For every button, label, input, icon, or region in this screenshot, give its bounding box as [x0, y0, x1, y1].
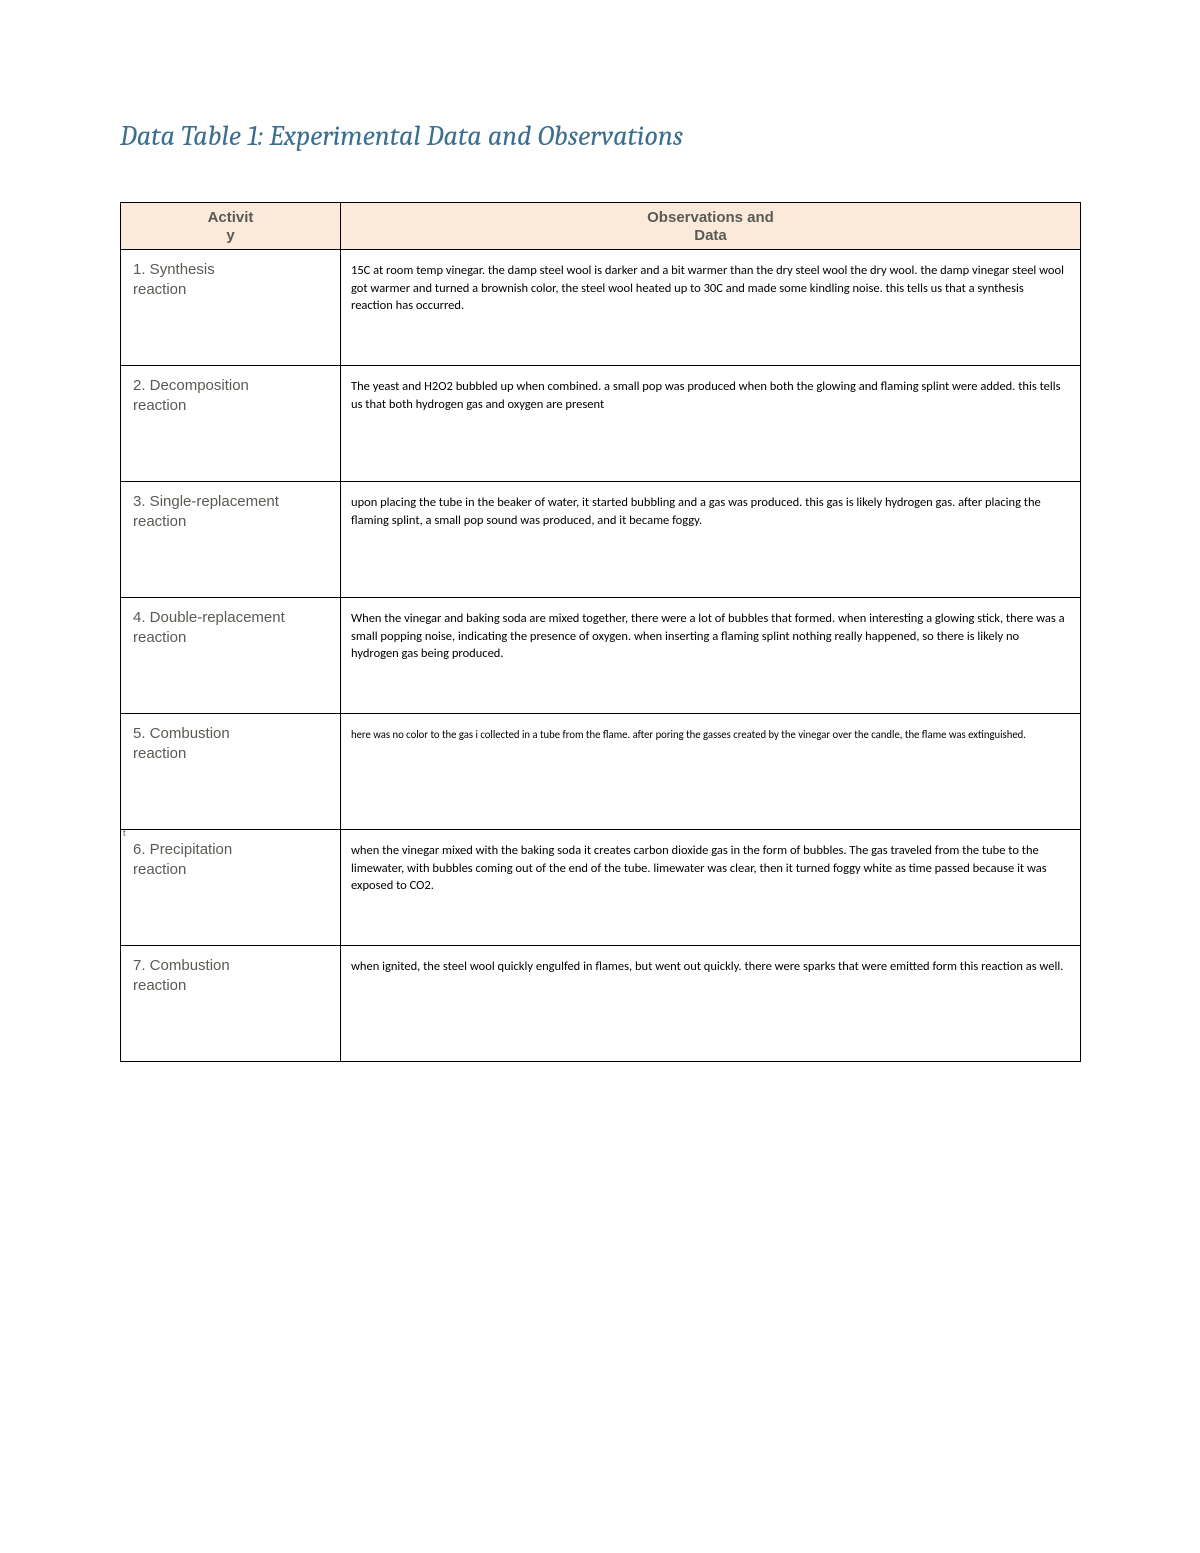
- col-header-observations: Observations and Data: [341, 203, 1081, 250]
- observation-cell: 15C at room temp vinegar. the damp steel…: [341, 250, 1081, 366]
- activity-label-rest: reaction: [133, 745, 186, 762]
- table-row: 1. Synthesisreaction15C at room temp vin…: [121, 250, 1081, 366]
- data-table: Activit y Observations and Data 1. Synth…: [120, 202, 1081, 1062]
- observation-text: when ignited, the steel wool quickly eng…: [341, 946, 1080, 976]
- activity-cell: 7. Combustionreaction: [121, 946, 341, 1062]
- activity-number: 3.: [133, 493, 146, 510]
- activity-number: 4.: [133, 609, 146, 626]
- observation-cell: upon placing the tube in the beaker of w…: [341, 482, 1081, 598]
- activity-label-rest: reaction: [133, 281, 186, 298]
- activity-cell: 5. Combustionreaction: [121, 714, 341, 830]
- activity-number: 5.: [133, 725, 146, 742]
- table-row: 7. Combustionreactionwhen ignited, the s…: [121, 946, 1081, 1062]
- observation-cell: when ignited, the steel wool quickly eng…: [341, 946, 1081, 1062]
- page: Data Table 1: Experimental Data and Obse…: [0, 0, 1200, 1062]
- activity-number: 6.: [133, 841, 146, 858]
- activity-number: 2.: [133, 377, 146, 394]
- observation-text: 15C at room temp vinegar. the damp steel…: [341, 250, 1080, 315]
- observation-text: here was no color to the gas i collected…: [341, 714, 1080, 741]
- observation-text: upon placing the tube in the beaker of w…: [341, 482, 1080, 529]
- table-row: 6. Precipitationreactionwhen the vinegar…: [121, 830, 1081, 946]
- activity-number: 1.: [133, 261, 146, 278]
- col-header-obs-l2: Data: [694, 227, 727, 244]
- table-row: 3. Single-replacementreactionupon placin…: [121, 482, 1081, 598]
- table-row: 2. DecompositionreactionThe yeast and H2…: [121, 366, 1081, 482]
- table-row: 5. Combustionreactionhere was no color t…: [121, 714, 1081, 830]
- col-header-activity-l2: y: [226, 227, 234, 244]
- activity-number: 7.: [133, 957, 146, 974]
- table-header-row: Activit y Observations and Data: [121, 203, 1081, 250]
- table-row: 4. Double-replacementreactionWhen the vi…: [121, 598, 1081, 714]
- activity-cell: 1. Synthesisreaction: [121, 250, 341, 366]
- activity-cell: 4. Double-replacementreaction: [121, 598, 341, 714]
- observation-text: The yeast and H2O2 bubbled up when combi…: [341, 366, 1080, 413]
- observation-text: when the vinegar mixed with the baking s…: [341, 830, 1080, 895]
- activity-label-rest: reaction: [133, 513, 186, 530]
- activity-label-rest: reaction: [133, 629, 186, 646]
- observation-cell: here was no color to the gas i collected…: [341, 714, 1081, 830]
- activity-cell: 6. Precipitationreaction: [121, 830, 341, 946]
- col-header-activity-l1: Activit: [208, 209, 254, 226]
- observation-text: When the vinegar and baking soda are mix…: [341, 598, 1080, 663]
- activity-cell: 2. Decompositionreaction: [121, 366, 341, 482]
- activity-cell: 3. Single-replacementreaction: [121, 482, 341, 598]
- observation-cell: The yeast and H2O2 bubbled up when combi…: [341, 366, 1081, 482]
- observation-cell: When the vinegar and baking soda are mix…: [341, 598, 1081, 714]
- activity-label-rest: reaction: [133, 977, 186, 994]
- observation-cell: when the vinegar mixed with the baking s…: [341, 830, 1081, 946]
- col-header-activity: Activit y: [121, 203, 341, 250]
- col-header-obs-l1: Observations and: [647, 209, 774, 226]
- table-body: 1. Synthesisreaction15C at room temp vin…: [121, 250, 1081, 1062]
- activity-label-rest: reaction: [133, 397, 186, 414]
- page-title: Data Table 1: Experimental Data and Obse…: [120, 120, 1090, 152]
- activity-label-rest: reaction: [133, 861, 186, 878]
